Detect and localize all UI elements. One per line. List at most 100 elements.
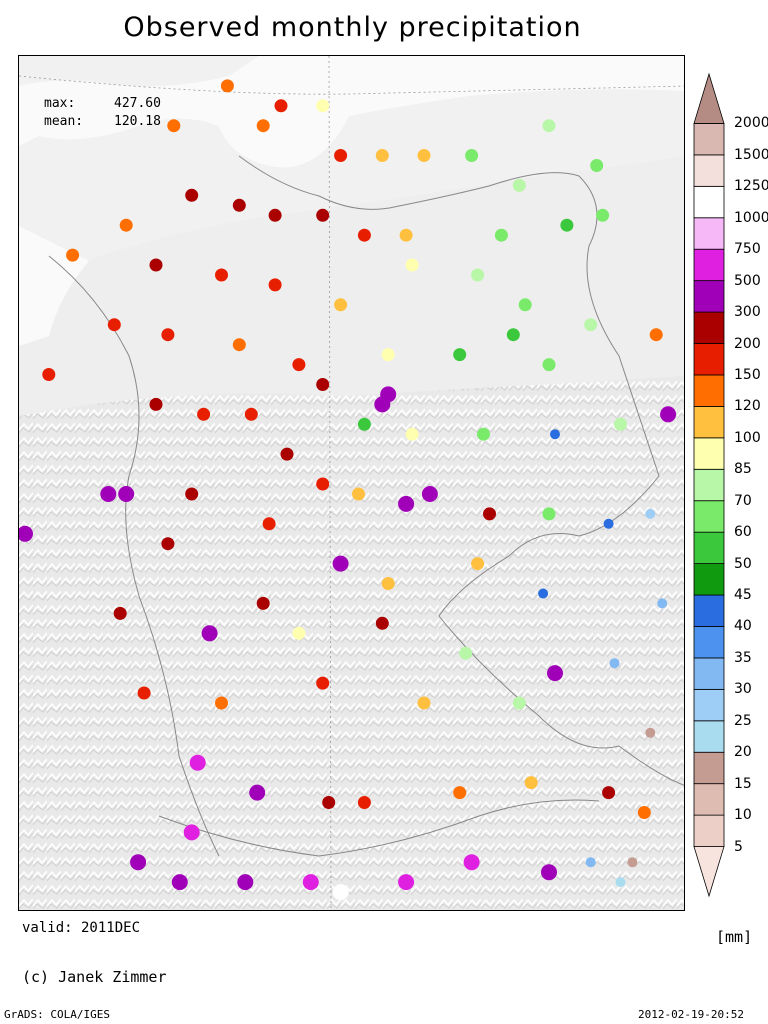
station-marker <box>113 606 127 620</box>
country-border <box>238 155 684 786</box>
legend-band <box>693 405 725 439</box>
legend-tick-label: 15 <box>734 775 752 792</box>
legend-tick-label: 1500 <box>734 146 768 163</box>
station-marker <box>171 874 188 891</box>
station-marker <box>471 268 485 282</box>
station-marker <box>316 99 330 113</box>
station-marker <box>657 598 668 609</box>
legend-band <box>693 437 725 470</box>
station-marker <box>542 358 556 372</box>
unit-label: [mm] <box>716 928 753 946</box>
station-marker <box>334 298 348 312</box>
render-timestamp: 2012-02-19-20:52 <box>638 1008 744 1021</box>
station-marker <box>471 557 485 571</box>
station-marker <box>453 348 467 362</box>
station-marker <box>215 268 228 282</box>
legend-band <box>693 185 725 219</box>
station-marker <box>119 218 133 232</box>
station-marker <box>149 258 163 272</box>
legend-tick-label: 85 <box>734 461 752 478</box>
station-marker <box>357 228 371 242</box>
station-marker <box>130 854 147 871</box>
station-marker <box>585 857 596 868</box>
station-marker <box>637 806 651 819</box>
station-marker <box>405 427 419 441</box>
station-marker <box>100 486 117 502</box>
legend-tick-label: 1250 <box>734 178 768 195</box>
station-marker <box>609 658 620 669</box>
station-marker <box>137 686 151 700</box>
legend-band <box>693 626 725 659</box>
station-marker <box>201 625 218 642</box>
max-label: max: <box>44 96 76 111</box>
station-marker <box>185 487 199 501</box>
legend-band <box>693 72 725 124</box>
station-marker <box>244 407 258 421</box>
legend-band <box>693 846 725 898</box>
station-marker <box>42 368 56 381</box>
station-marker <box>197 407 211 421</box>
station-marker <box>268 278 282 292</box>
station-marker <box>334 149 348 162</box>
alpine-border <box>158 799 600 857</box>
station-marker <box>302 874 319 891</box>
station-marker <box>183 824 200 841</box>
station-marker <box>332 555 349 572</box>
station-marker <box>590 159 604 172</box>
station-marker <box>316 378 330 391</box>
station-marker <box>381 348 395 362</box>
legend-band <box>693 248 725 282</box>
precipitation-map <box>18 55 685 911</box>
mean-label: mean: <box>44 114 84 129</box>
map-canvas <box>19 56 684 910</box>
station-marker <box>274 99 288 113</box>
legend-tick-label: 50 <box>734 555 752 572</box>
station-marker <box>316 676 330 690</box>
station-marker <box>453 786 467 800</box>
station-marker <box>161 328 175 342</box>
station-marker <box>417 696 431 710</box>
legend-tick-label: 120 <box>734 398 761 415</box>
station-marker <box>614 417 627 431</box>
station-marker <box>398 874 415 891</box>
legend-tick-label: 25 <box>734 712 752 729</box>
legend-tick-label: 70 <box>734 492 752 509</box>
station-marker <box>603 518 614 529</box>
station-markers <box>19 79 677 901</box>
legend-tick-label: 20 <box>734 744 752 761</box>
station-marker <box>398 495 415 512</box>
legend-tick-label: 500 <box>734 272 761 289</box>
station-marker <box>189 754 206 771</box>
station-marker <box>645 508 656 519</box>
station-marker <box>332 884 349 901</box>
station-marker <box>220 79 234 93</box>
station-marker <box>596 208 610 222</box>
station-marker <box>256 119 270 133</box>
station-marker <box>185 188 199 202</box>
station-marker <box>118 486 135 502</box>
station-marker <box>463 854 480 871</box>
station-marker <box>292 626 306 640</box>
station-marker <box>215 696 228 710</box>
station-marker <box>66 248 80 262</box>
legend-tick-label: 2000 <box>734 115 768 132</box>
station-marker <box>421 486 438 502</box>
legend-tick-label: 300 <box>734 304 761 321</box>
station-marker <box>512 696 526 710</box>
station-marker <box>417 149 431 162</box>
legend-tick-label: 1000 <box>734 209 768 226</box>
legend-band <box>693 783 725 816</box>
station-marker <box>375 149 389 162</box>
legend-band <box>693 500 725 533</box>
station-marker <box>249 784 266 801</box>
western-border <box>48 255 220 857</box>
legend-band <box>693 594 725 627</box>
legend-band <box>693 657 725 690</box>
station-marker <box>316 208 330 222</box>
legend-band <box>693 343 725 376</box>
station-marker <box>459 646 473 660</box>
station-marker <box>280 447 294 461</box>
station-marker <box>352 487 365 501</box>
station-marker <box>375 616 389 630</box>
legend-tick-label: 35 <box>734 649 752 666</box>
